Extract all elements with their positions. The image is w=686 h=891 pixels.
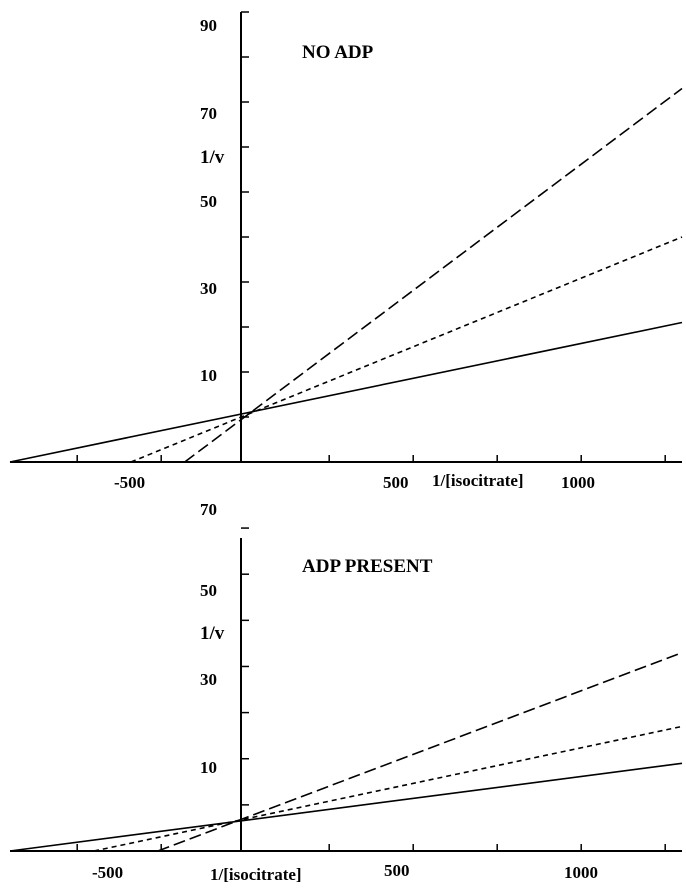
series-line-solid xyxy=(9,321,683,463)
y-tick-label: 70 xyxy=(200,104,217,123)
x-tick-label: -500 xyxy=(92,863,123,882)
panel-adp-present: ADP PRESENT 1/v 1/[isocitrate] -500 500 … xyxy=(9,500,683,884)
y-tick-label: 10 xyxy=(200,366,217,385)
y-tick-label: 50 xyxy=(200,192,217,211)
series-line-long-dash xyxy=(157,651,683,852)
y-axis-label: 1/v xyxy=(200,623,225,644)
series-line-short-dash xyxy=(93,725,683,852)
x-tick-label: 1000 xyxy=(564,863,598,882)
x-tick-label: 500 xyxy=(384,861,410,880)
y-tick-label: 50 xyxy=(200,581,217,600)
x-axis-label: 1/[isocitrate] xyxy=(210,865,302,884)
y-tick-label: 30 xyxy=(200,279,217,298)
series-line-short-dash xyxy=(130,236,683,463)
panel-no-adp: NO ADP 1/v 1/[isocitrate] -500 500 1000 … xyxy=(9,11,683,492)
x-tick-label: 500 xyxy=(383,473,409,492)
y-tick-label: 10 xyxy=(200,758,217,777)
series-line-solid xyxy=(9,762,683,852)
y-tick-label: 70 xyxy=(200,500,217,519)
x-tick-label: 1000 xyxy=(561,473,595,492)
series-line-long-dash xyxy=(184,87,683,463)
y-axis-label: 1/v xyxy=(200,147,225,168)
y-tick-label: 30 xyxy=(200,670,217,689)
panel-title: NO ADP xyxy=(302,42,374,63)
panel-title: ADP PRESENT xyxy=(302,556,433,577)
y-tick-label: 90 xyxy=(200,16,217,35)
x-tick-label: -500 xyxy=(114,473,145,492)
x-axis-label: 1/[isocitrate] xyxy=(432,471,524,490)
